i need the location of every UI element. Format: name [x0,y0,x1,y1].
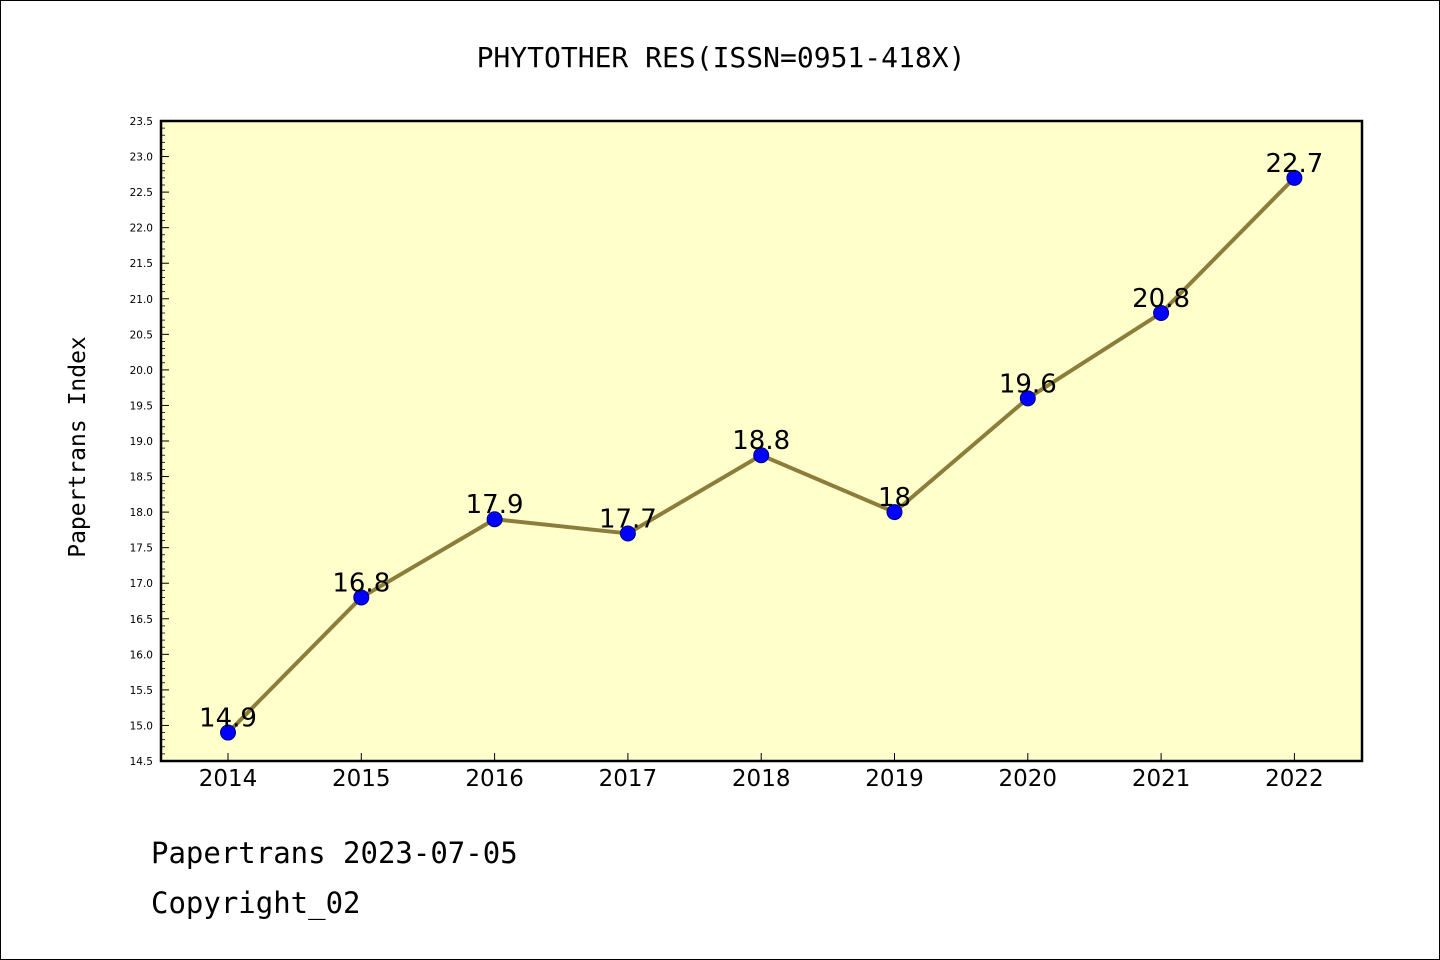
data-value-label: 22.7 [1265,149,1323,179]
y-tick-label: 19.0 [130,436,153,448]
data-point-marker [1153,305,1170,321]
plot-border [159,119,1364,763]
x-tick-label: 2018 [732,766,791,792]
data-point-marker [1286,169,1303,186]
data-value-label: 14.9 [199,704,257,734]
x-tick-label: 2020 [999,766,1058,792]
data-point-marker [220,724,236,741]
y-tick-label: 21.0 [130,294,153,306]
x-tick-label: 2022 [1265,766,1324,792]
y-tick-label: 18.5 [130,472,153,484]
x-tick-label: 2017 [599,766,658,792]
y-tick-label: 23.5 [130,116,153,128]
y-tick-label: 16.5 [130,614,153,626]
plot-area [161,121,1362,761]
data-point-marker [353,589,370,606]
y-tick-label: 16.0 [130,649,153,661]
data-value-label: 17.9 [466,490,524,520]
y-tick-label: 15.0 [130,720,153,732]
series-layer [220,169,1303,741]
ticks-layer: 14.5 15.0 15.5 16.0 16.5 17.0 17.5 18.0 18.5 19.0… [130,116,1324,792]
data-point-marker [753,447,770,464]
x-tick-label: 2015 [332,766,391,792]
x-tick-label: 2019 [865,766,924,792]
y-tick-label: 14.5 [130,756,153,768]
chart-title: PHYTOTHER RES(ISSN=0951-418X) [477,41,966,74]
data-point-marker [1019,390,1036,407]
y-tick-label: 20.5 [130,329,153,341]
data-point-marker [486,511,503,528]
y-tick-label: 23.0 [130,152,153,164]
footer-date-label: Papertrans 2023-07-05 [151,836,518,870]
y-tick-label: 21.5 [130,258,153,270]
labels-layer: 14.9 16.8 17.9 17.7 18.8 18 19.6 20.8 22.7 [199,149,1323,734]
y-tick-label: 17.5 [130,543,153,555]
data-value-label: 18.8 [732,426,790,456]
x-tick-label: 2016 [465,766,524,792]
y-tick-label: 18.0 [130,507,153,519]
data-value-label: 19.6 [999,369,1057,399]
y-tick-label: 19.5 [130,400,153,412]
x-tick-label: 2021 [1132,766,1191,792]
data-value-label: 18 [878,483,911,513]
data-point-marker [619,525,636,542]
data-value-label: 20.8 [1132,284,1190,314]
data-value-label: 16.8 [332,568,390,598]
y-axis-label: Papertrans Index [65,336,91,558]
y-tick-label: 15.5 [130,685,153,697]
data-value-label: 17.7 [599,504,657,534]
data-point-marker [886,504,903,521]
y-tick-label: 17.0 [130,578,153,590]
x-tick-label: 2014 [199,766,258,792]
y-tick-label: 22.0 [130,223,153,235]
y-tick-label: 20.0 [130,365,153,377]
footer-copyright-label: Copyright_02 [151,886,361,920]
y-tick-label: 22.5 [130,187,153,199]
